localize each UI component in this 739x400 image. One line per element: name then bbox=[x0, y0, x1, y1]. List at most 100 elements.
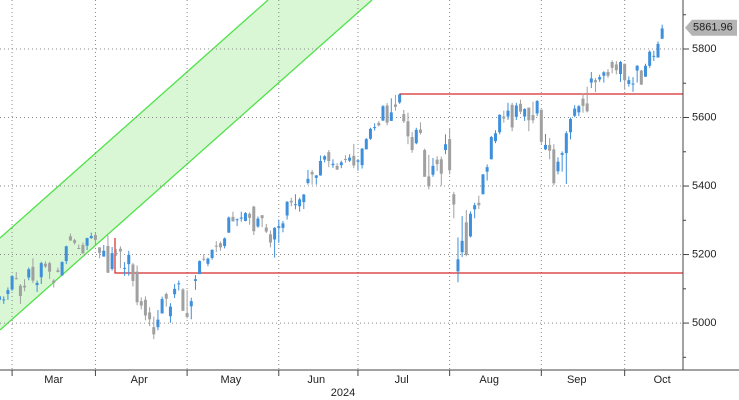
candle-body bbox=[485, 167, 489, 172]
candles bbox=[0, 24, 664, 340]
candle-body bbox=[335, 165, 339, 170]
candle-body bbox=[510, 104, 514, 128]
candle-body bbox=[239, 217, 243, 219]
candle-body bbox=[318, 161, 322, 176]
candle-body bbox=[410, 137, 414, 151]
year-label: 2024 bbox=[331, 387, 355, 399]
candle-body bbox=[206, 258, 210, 264]
candle-body bbox=[639, 70, 643, 85]
candle-body bbox=[27, 269, 31, 278]
candle-body bbox=[10, 276, 14, 290]
candle-body bbox=[123, 267, 127, 269]
candle-body bbox=[73, 240, 77, 243]
candle-body bbox=[85, 238, 89, 246]
candle-body bbox=[552, 149, 556, 184]
candle-body bbox=[481, 174, 485, 195]
candle-body bbox=[127, 254, 131, 265]
candle-body bbox=[302, 194, 306, 203]
candle-body bbox=[23, 285, 27, 288]
candle-body bbox=[452, 194, 456, 205]
candle-body bbox=[281, 223, 285, 228]
candle-body bbox=[102, 250, 106, 257]
candle-body bbox=[460, 240, 464, 253]
candle-body bbox=[406, 121, 410, 137]
candle-body bbox=[631, 83, 635, 85]
candle-body bbox=[131, 264, 135, 281]
candle-body bbox=[235, 219, 239, 221]
candle-body bbox=[527, 107, 531, 121]
candle-body bbox=[98, 247, 102, 253]
candle-body bbox=[635, 65, 639, 71]
candle-body bbox=[564, 133, 568, 154]
candle-body bbox=[568, 118, 572, 133]
candle-body bbox=[331, 163, 335, 166]
x-tick-label: Aug bbox=[479, 374, 499, 386]
candle-body bbox=[627, 80, 631, 84]
candle-body bbox=[431, 165, 435, 175]
candle-body bbox=[418, 129, 422, 133]
candle-body bbox=[456, 259, 460, 272]
candle-body bbox=[577, 106, 581, 113]
candle-body bbox=[385, 105, 389, 123]
candle-body bbox=[148, 312, 152, 320]
candle-body bbox=[539, 109, 543, 142]
candle-body bbox=[202, 258, 206, 260]
candle-body bbox=[464, 222, 468, 255]
candle-body bbox=[498, 114, 502, 133]
candle-body bbox=[489, 137, 493, 160]
candle-body bbox=[356, 160, 360, 162]
candle-body bbox=[381, 106, 385, 121]
candle-body bbox=[185, 313, 189, 317]
candle-body bbox=[368, 128, 372, 139]
candle-body bbox=[656, 43, 660, 58]
candle-body bbox=[364, 139, 368, 150]
grid bbox=[0, 0, 683, 370]
candle-body bbox=[531, 115, 535, 121]
candle-body bbox=[398, 94, 402, 103]
x-tick-label: May bbox=[220, 374, 241, 386]
support-line bbox=[114, 238, 683, 274]
candle-body bbox=[360, 148, 364, 166]
candle-body bbox=[260, 215, 264, 219]
candle-body bbox=[310, 171, 314, 175]
x-tick-label: Jun bbox=[307, 374, 325, 386]
candle-body bbox=[377, 122, 381, 126]
candle-body bbox=[160, 299, 164, 314]
candle-body bbox=[423, 150, 427, 177]
candle-body bbox=[210, 249, 214, 258]
candle-body bbox=[593, 80, 597, 83]
candle-body bbox=[439, 159, 443, 174]
candle-body bbox=[473, 205, 477, 210]
candle-body bbox=[660, 28, 664, 39]
candle-body bbox=[339, 162, 343, 166]
candle-body bbox=[173, 288, 177, 295]
candle-body bbox=[156, 319, 160, 328]
candle-body bbox=[223, 238, 227, 246]
candle-body bbox=[52, 280, 56, 283]
candle-body bbox=[152, 327, 156, 335]
y-tick-label: 5000 bbox=[692, 317, 716, 329]
y-tick-label: 5200 bbox=[692, 248, 716, 260]
x-tick-label: Apr bbox=[131, 374, 148, 386]
candle-body bbox=[602, 72, 606, 76]
candle-body bbox=[543, 144, 547, 150]
last-price-label: 5861.96 bbox=[693, 22, 733, 34]
candle-body bbox=[48, 263, 52, 272]
candle-body bbox=[343, 158, 347, 160]
candle-body bbox=[623, 63, 627, 81]
y-tick-label: 5400 bbox=[692, 180, 716, 192]
candle-body bbox=[581, 98, 585, 106]
candle-body bbox=[285, 201, 289, 216]
candle-body bbox=[81, 244, 85, 254]
candle-body bbox=[348, 157, 352, 161]
candle-body bbox=[177, 283, 181, 285]
candle-body bbox=[252, 206, 256, 232]
candle-body bbox=[468, 213, 472, 237]
candle-body bbox=[93, 235, 97, 240]
candle-body bbox=[248, 213, 252, 218]
candle-body bbox=[277, 226, 281, 228]
x-tick-label: Oct bbox=[654, 374, 671, 386]
candle-body bbox=[143, 299, 147, 316]
candle-body bbox=[198, 261, 202, 275]
candle-body bbox=[118, 248, 122, 252]
